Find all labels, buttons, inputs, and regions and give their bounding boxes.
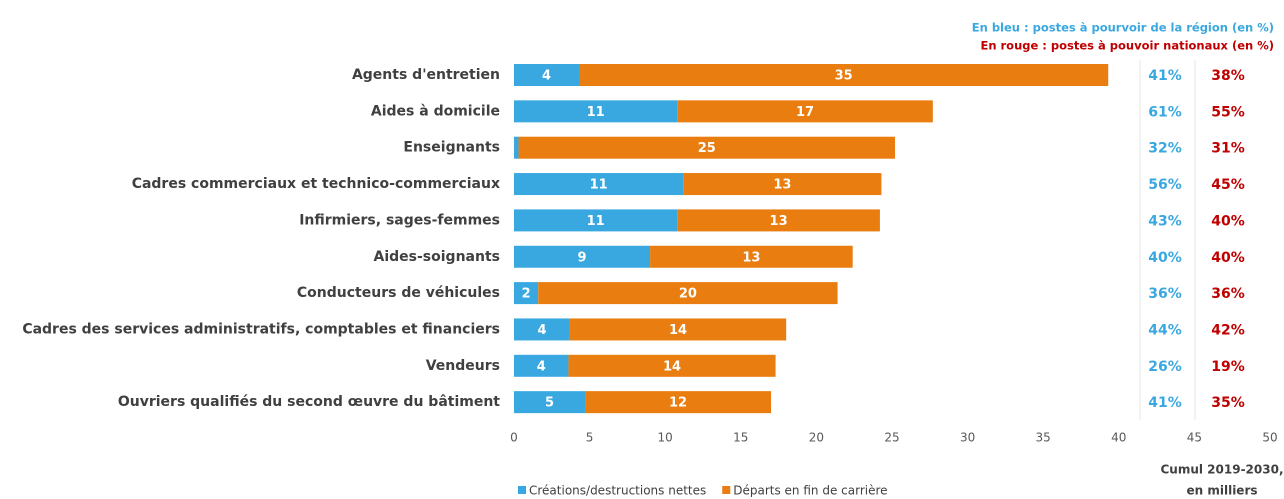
legend-label: Créations/destructions nettes [529, 484, 706, 498]
share-label: 19% [1211, 359, 1245, 375]
value-label: 14 [669, 323, 687, 338]
bar-segment [569, 318, 787, 341]
share-label: 26% [1148, 359, 1182, 375]
axis-label: en milliers [1186, 484, 1257, 498]
bar-segment [518, 136, 896, 159]
bar-segment [514, 100, 678, 123]
share-label: 31% [1211, 141, 1245, 157]
value-label: 13 [742, 250, 760, 265]
value-label: 13 [770, 214, 788, 229]
bar-segment [514, 391, 586, 414]
bar-segment [585, 391, 772, 414]
value-label: 17 [796, 105, 814, 120]
bar-segment [579, 64, 1109, 86]
header-regional: En bleu : postes à pourvoir de la région… [972, 21, 1274, 35]
value-label: 11 [587, 214, 605, 229]
value-label: 12 [669, 396, 687, 411]
bar-segment [514, 136, 519, 159]
share-label: 45% [1211, 177, 1245, 193]
x-tick-label: 40 [1111, 431, 1126, 445]
x-tick-label: 20 [809, 431, 824, 445]
share-label: 38% [1211, 68, 1245, 84]
category-label: Cadres commerciaux et technico-commercia… [132, 176, 500, 192]
value-label: 14 [663, 359, 681, 374]
legend-swatch [722, 486, 731, 494]
value-label: 11 [587, 105, 605, 120]
x-tick-label: 15 [733, 431, 748, 445]
value-label: 4 [537, 323, 546, 338]
value-label: 5 [545, 396, 554, 411]
share-label: 55% [1211, 104, 1245, 120]
x-tick-label: 25 [884, 431, 899, 445]
share-label: 42% [1211, 322, 1245, 338]
category-label: Ouvriers qualifiés du second œuvre du bâ… [118, 394, 500, 410]
x-tick-label: 45 [1187, 431, 1202, 445]
value-label: 13 [773, 178, 791, 193]
share-label: 40% [1148, 250, 1182, 266]
share-label: 32% [1148, 141, 1182, 157]
bar-segment [514, 173, 684, 196]
share-label: 44% [1148, 322, 1182, 338]
bar-segment [514, 245, 651, 268]
axis-label: Cumul 2019-2030, [1160, 463, 1283, 477]
x-tick-label: 35 [1036, 431, 1051, 445]
share-label: 56% [1148, 177, 1182, 193]
legend-label: Départs en fin de carrière [733, 484, 887, 498]
bar-segment [677, 100, 933, 123]
category-label: Cadres des services administratifs, comp… [22, 321, 500, 337]
x-tick-label: 5 [586, 431, 594, 445]
category-label: Vendeurs [426, 358, 500, 374]
bar-segment [514, 354, 569, 377]
value-label: 9 [578, 250, 587, 265]
bar-segment [677, 209, 880, 232]
share-label: 40% [1211, 213, 1245, 229]
bar-segment [514, 64, 580, 86]
value-label: 2 [522, 287, 531, 302]
x-tick-label: 50 [1262, 431, 1277, 445]
value-label: 25 [698, 141, 716, 156]
bar-segment [538, 282, 838, 305]
category-label: Aides-soignants [374, 249, 500, 265]
category-label: Infirmiers, sages-femmes [299, 212, 500, 228]
share-label: 43% [1148, 213, 1182, 229]
value-label: 35 [835, 69, 853, 84]
share-label: 36% [1211, 286, 1245, 302]
share-label: 40% [1211, 250, 1245, 266]
legend-swatch [518, 486, 526, 494]
value-label: 4 [537, 359, 546, 374]
bar-segment [514, 318, 570, 341]
bar-segment [568, 354, 776, 377]
share-label: 41% [1148, 395, 1182, 411]
header-national: En rouge : postes à pouvoir nationaux (e… [980, 39, 1274, 53]
category-label: Conducteurs de véhicules [297, 285, 500, 301]
category-label: Aides à domicile [371, 103, 500, 119]
category-label: Enseignants [403, 140, 500, 156]
bar-segment [683, 173, 882, 196]
x-tick-label: 0 [510, 431, 518, 445]
x-tick-label: 10 [658, 431, 673, 445]
value-label: 4 [542, 69, 551, 84]
bar-segment [650, 245, 853, 268]
bar-segment [514, 209, 678, 232]
share-label: 41% [1148, 68, 1182, 84]
value-label: 20 [679, 287, 697, 302]
share-label: 36% [1148, 286, 1182, 302]
bar-segment [514, 282, 539, 305]
share-label: 61% [1148, 104, 1182, 120]
x-tick-label: 30 [960, 431, 975, 445]
category-label: Agents d'entretien [352, 67, 500, 83]
share-label: 35% [1211, 395, 1245, 411]
value-label: 11 [590, 178, 608, 193]
